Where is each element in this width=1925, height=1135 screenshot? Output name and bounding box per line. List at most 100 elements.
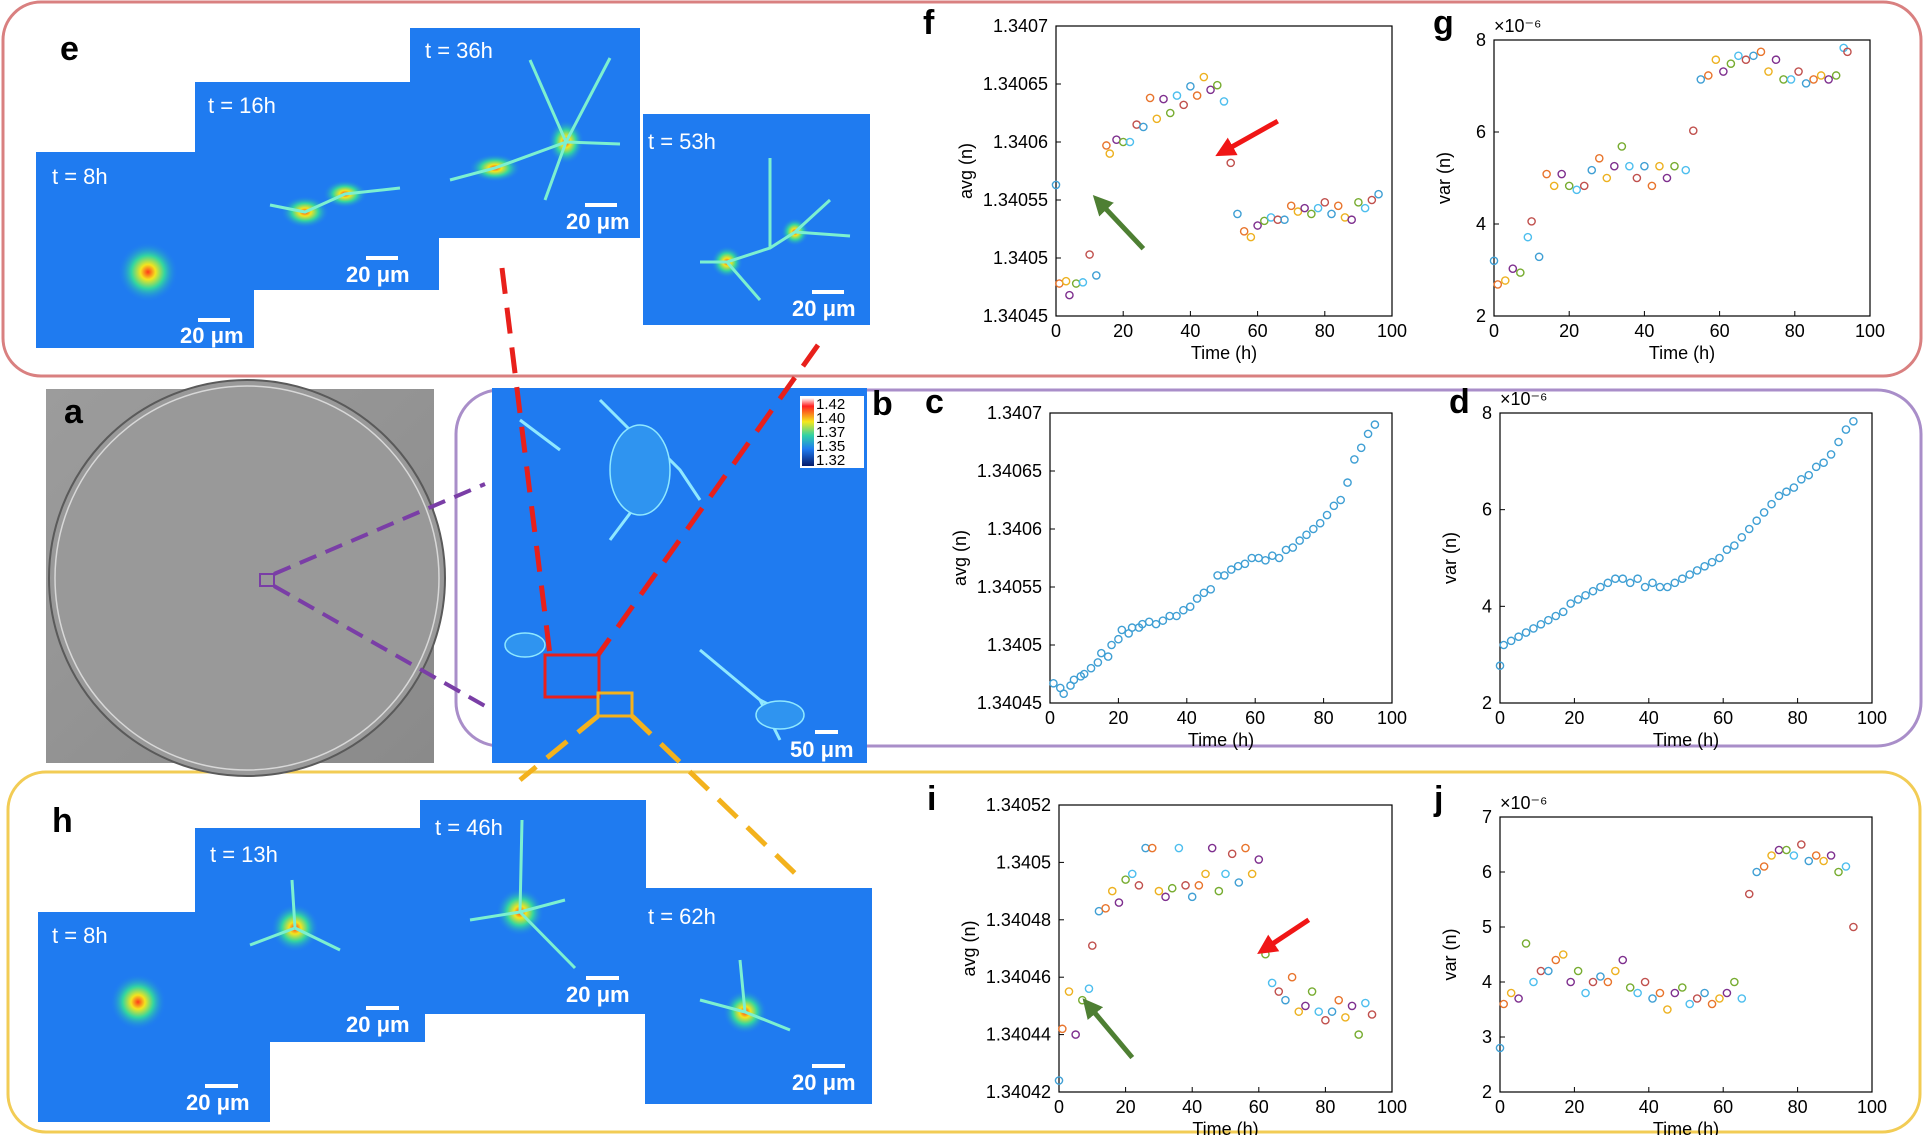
y-tick-label: 1.3405 (987, 635, 1042, 655)
y-axis-label: avg (n) (959, 920, 979, 976)
panel-a-image (46, 379, 446, 777)
data-point (1354, 1030, 1363, 1039)
data-point (1151, 619, 1161, 629)
data-point (1677, 983, 1687, 992)
data-point (1700, 988, 1709, 998)
data-point (1741, 55, 1751, 65)
data-point (1159, 94, 1168, 104)
data-point (1356, 443, 1366, 453)
top-group-box (1, 0, 1923, 378)
panel-letter-b: b (872, 385, 893, 423)
data-point (1302, 530, 1311, 540)
data-point (1774, 845, 1784, 855)
data-point (1051, 180, 1061, 190)
data-point (1374, 189, 1383, 199)
y-axis-label: var (n) (1440, 532, 1460, 584)
data-point (1214, 886, 1224, 896)
data-point (1078, 995, 1087, 1005)
cell-process (700, 158, 851, 301)
data-point (1700, 561, 1709, 571)
data-point (1804, 856, 1814, 866)
data-point (1086, 663, 1096, 673)
y-axis-multiplier: ×10⁻⁶ (1494, 16, 1541, 36)
data-point (1744, 524, 1754, 534)
x-axis-label: Time (h) (1653, 730, 1719, 750)
x-tick-label: 80 (1314, 708, 1334, 728)
x-tick-label: 60 (1248, 321, 1268, 341)
x-axis-label: Time (h) (1191, 343, 1257, 363)
data-point (1831, 71, 1841, 80)
x-axis-label: Time (h) (1192, 1119, 1258, 1135)
data-point (1786, 75, 1796, 84)
data-point (1779, 75, 1788, 84)
y-tick-label: 1.34045 (983, 306, 1048, 326)
data-point (1495, 661, 1505, 671)
panel-e-scale-label-4: 20 μm (792, 296, 856, 321)
data-point (1186, 82, 1195, 91)
data-point (1144, 617, 1154, 627)
data-point (1354, 198, 1363, 207)
data-point (1280, 215, 1289, 225)
data-point (1114, 634, 1123, 644)
data-point (1730, 977, 1739, 987)
x-tick-label: 80 (1788, 1097, 1808, 1117)
data-point (1722, 988, 1732, 998)
data-point (1085, 250, 1094, 259)
data-point (1587, 165, 1597, 175)
plot-frame (1499, 816, 1873, 1093)
x-tick-label: 0 (1051, 321, 1061, 341)
data-point (1199, 72, 1209, 82)
data-point (1774, 491, 1784, 501)
data-point (1602, 173, 1612, 183)
x-tick-label: 100 (1857, 1097, 1887, 1117)
data-point (1551, 955, 1561, 965)
x-tick-label: 40 (1639, 708, 1659, 728)
data-point (1692, 994, 1702, 1003)
data-point (1102, 141, 1111, 150)
data-point (1797, 474, 1806, 484)
y-tick-label: 5 (1482, 917, 1492, 937)
data-point (1594, 153, 1604, 163)
data-point (1192, 91, 1202, 100)
y-tick-label: 6 (1482, 862, 1492, 882)
data-point (1685, 570, 1695, 579)
y-tick-label: 1.34052 (986, 795, 1051, 815)
data-point (1506, 988, 1516, 998)
data-point (1347, 1001, 1357, 1011)
data-point (1744, 889, 1754, 899)
x-tick-label: 20 (1564, 1097, 1584, 1117)
data-point (1737, 994, 1747, 1003)
data-point (1201, 869, 1210, 879)
data-point (1107, 640, 1116, 650)
data-point (1704, 71, 1713, 80)
x-tick-label: 100 (1377, 1097, 1407, 1117)
data-point (1315, 518, 1325, 528)
data-point (1677, 574, 1687, 584)
data-point (1611, 574, 1620, 584)
data-point (1640, 161, 1649, 171)
y-tick-label: 4 (1482, 972, 1492, 992)
y-axis-label: avg (n) (950, 530, 970, 586)
y-tick-label: 1.34055 (983, 190, 1048, 210)
data-point (1327, 209, 1336, 219)
data-point (1261, 556, 1270, 565)
panel-b-scale-label: 50 μm (790, 737, 854, 762)
data-point (1167, 883, 1177, 893)
data-point (1088, 941, 1097, 950)
data-point (1558, 950, 1568, 959)
x-axis-label: Time (h) (1188, 730, 1254, 750)
data-point (1495, 1043, 1505, 1053)
data-point (1233, 561, 1243, 571)
y-tick-label: 2 (1482, 1082, 1492, 1102)
y-tick-label: 4 (1476, 214, 1486, 234)
x-tick-label: 100 (1377, 321, 1407, 341)
panel-e-time-label-1: t = 8h (52, 164, 108, 189)
data-point (1281, 995, 1290, 1005)
data-point (1640, 977, 1650, 987)
data-point (1625, 161, 1634, 171)
data-point (1139, 122, 1148, 132)
data-point (1581, 988, 1590, 998)
data-point (1065, 290, 1074, 300)
cell-blob (110, 974, 166, 1030)
data-point (1499, 999, 1509, 1009)
